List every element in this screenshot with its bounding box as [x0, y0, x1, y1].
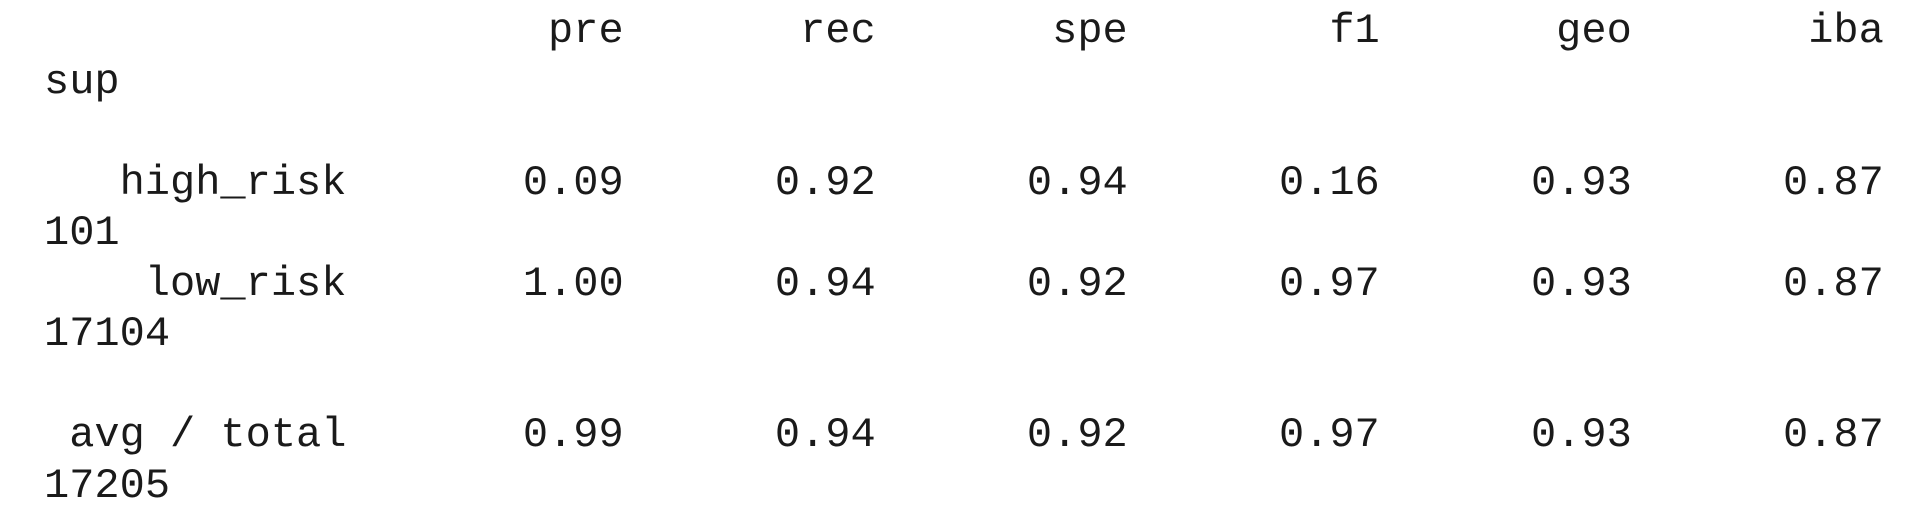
row-label: high_risk — [119, 158, 347, 207]
row-high-risk: high_risk 0.09 0.92 0.94 0.16 0.93 0.87 — [44, 158, 1884, 209]
header-wrap-line: sup — [44, 57, 1884, 108]
cell-f1: 0.16 — [1278, 158, 1380, 207]
header-pre: pre — [548, 7, 624, 55]
row-low-risk-wrap: 17104 — [44, 309, 1884, 360]
cell-geo: 0.93 — [1530, 259, 1632, 308]
classification-report: pre rec spe f1 geo iba sup high_risk 0.09 0.92 0.9… — [44, 6, 1884, 511]
cell-spe: 0.92 — [1026, 259, 1128, 308]
cell-geo: 0.93 — [1530, 411, 1632, 459]
cell-pre: 0.99 — [522, 411, 624, 459]
cell-iba: 0.87 — [1783, 259, 1884, 308]
cell-sup: 17205 — [44, 461, 171, 510]
header-line: pre rec spe f1 geo iba — [44, 6, 1884, 57]
blank-line — [44, 107, 1884, 158]
header-sup: sup — [44, 57, 120, 106]
cell-rec: 0.94 — [774, 411, 876, 459]
cell-rec: 0.94 — [774, 259, 876, 308]
cell-rec: 0.92 — [774, 158, 876, 207]
header-geo: geo — [1556, 7, 1632, 55]
header-spe: spe — [1052, 7, 1128, 55]
cell-f1: 0.97 — [1278, 259, 1380, 308]
row-avg-total: avg / total 0.99 0.94 0.92 0.97 0.93 0.87 — [44, 410, 1884, 461]
cell-pre: 0.09 — [522, 158, 624, 207]
cell-f1: 0.97 — [1278, 411, 1380, 459]
header-f1: f1 — [1329, 7, 1380, 55]
cell-sup: 101 — [44, 209, 120, 257]
cell-iba: 0.87 — [1783, 411, 1884, 459]
blank-line — [44, 360, 1884, 411]
header-rec: rec — [800, 7, 876, 55]
cell-geo: 0.93 — [1530, 158, 1632, 207]
row-label: avg / total — [69, 411, 347, 459]
cell-sup: 17104 — [44, 310, 171, 358]
cell-spe: 0.92 — [1026, 411, 1128, 459]
cell-spe: 0.94 — [1026, 158, 1128, 207]
cell-iba: 0.87 — [1783, 158, 1884, 207]
row-low-risk: low_risk 1.00 0.94 0.92 0.97 0.93 0.87 — [44, 259, 1884, 310]
row-avg-total-wrap: 17205 — [44, 461, 1884, 512]
header-iba: iba — [1808, 7, 1884, 55]
cell-pre: 1.00 — [522, 259, 624, 308]
row-label: low_risk — [144, 259, 347, 308]
row-high-risk-wrap: 101 — [44, 208, 1884, 259]
